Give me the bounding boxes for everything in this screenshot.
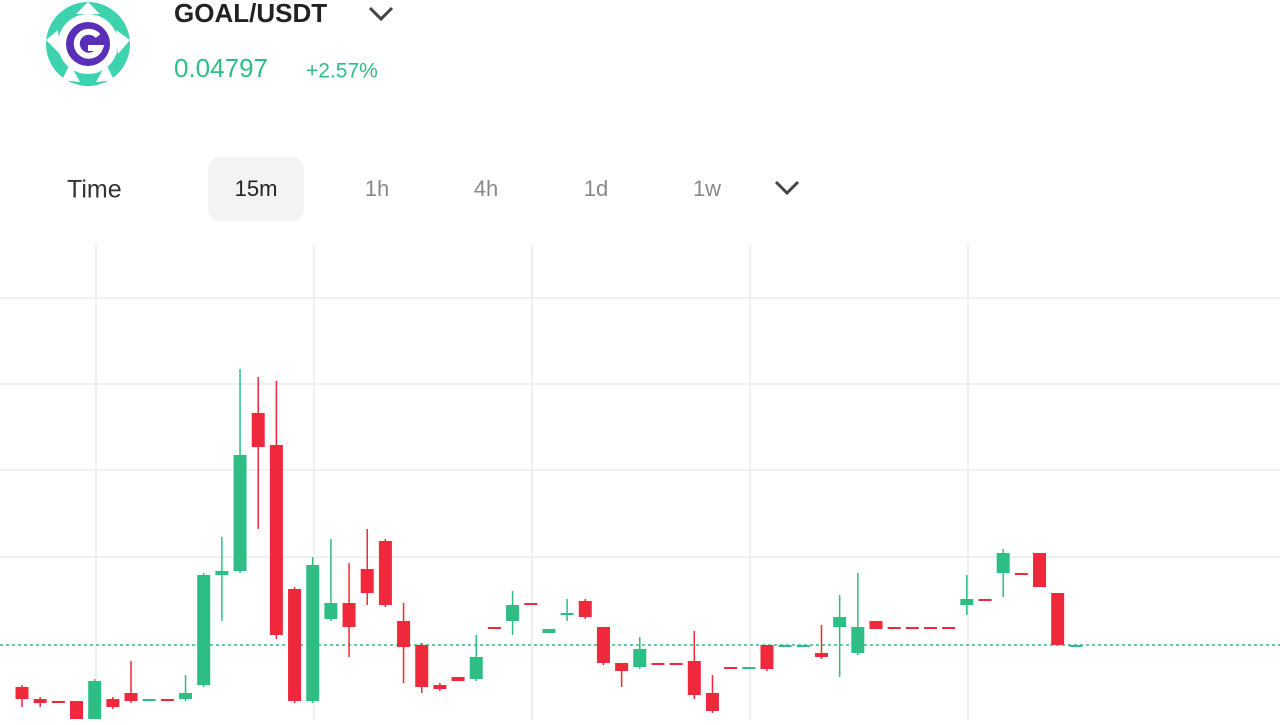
- candle-body: [415, 645, 429, 687]
- candle-body: [833, 617, 847, 627]
- candle-body: [796, 645, 810, 647]
- candle-body: [633, 649, 647, 667]
- candle-body: [851, 627, 865, 653]
- candle-body: [342, 603, 356, 627]
- candle-body: [324, 603, 338, 619]
- candle-body: [760, 645, 774, 669]
- candle-body: [306, 565, 320, 701]
- candle-body: [70, 701, 84, 719]
- candle-body: [1069, 645, 1083, 647]
- candle-body: [197, 575, 211, 685]
- candle-body: [869, 621, 883, 629]
- candle-body: [469, 657, 483, 679]
- candle-body: [233, 455, 247, 571]
- price-change: +2.57%: [306, 60, 378, 83]
- candle-body: [160, 699, 174, 701]
- candle-body: [996, 553, 1010, 573]
- candle-body: [742, 667, 756, 669]
- candle-body: [524, 603, 538, 605]
- candle-body: [1051, 593, 1065, 645]
- candle-body: [542, 629, 556, 633]
- candle-body: [88, 681, 102, 719]
- candle-body: [669, 663, 683, 665]
- candle-body: [506, 605, 520, 621]
- candle-body: [596, 627, 610, 663]
- candle-body: [924, 627, 937, 629]
- candle-body: [33, 699, 47, 703]
- time-label: Time: [67, 176, 122, 204]
- pair-dropdown[interactable]: [368, 6, 394, 22]
- candle-body: [1033, 553, 1047, 587]
- candle-body: [905, 627, 919, 629]
- candle-body: [106, 699, 120, 707]
- tab[interactable]: 1w: [693, 176, 721, 201]
- tab[interactable]: 1d: [584, 176, 608, 201]
- candle-body: [687, 661, 701, 695]
- tab[interactable]: 1h: [365, 176, 389, 201]
- candle-body: [724, 667, 738, 669]
- candle-body: [124, 693, 138, 701]
- candle-body: [397, 621, 411, 647]
- candle-body: [578, 601, 592, 617]
- logo: [46, 2, 130, 86]
- candle-body: [51, 701, 65, 703]
- candle-body: [615, 663, 629, 671]
- candle-body: [433, 685, 447, 689]
- candle-body: [451, 677, 465, 681]
- candle-body: [251, 413, 265, 447]
- candle-body: [378, 541, 392, 605]
- candle-body: [960, 599, 974, 605]
- candle-body: [179, 693, 193, 699]
- candle-body: [887, 627, 901, 629]
- pair-name[interactable]: GOAL/USDT: [174, 0, 327, 28]
- candle-body: [814, 653, 828, 657]
- candle-body: [651, 663, 665, 665]
- candle-body: [15, 687, 29, 699]
- active-tab-bg: [208, 157, 304, 221]
- candle-body: [1014, 573, 1028, 575]
- more-intervals[interactable]: [774, 180, 800, 196]
- candle-body: [360, 569, 374, 593]
- candle-body: [288, 589, 302, 701]
- candle-body: [778, 645, 792, 647]
- candle-body: [215, 571, 229, 575]
- grid: [0, 245, 1280, 720]
- candle-body: [942, 627, 956, 629]
- candle-body: [978, 599, 992, 601]
- tab[interactable]: 15m: [235, 176, 278, 201]
- candle-body: [269, 445, 283, 635]
- candle-body: [142, 699, 156, 701]
- tab[interactable]: 4h: [474, 176, 498, 201]
- candle-body: [487, 627, 501, 629]
- candle-body: [705, 693, 719, 711]
- candle-body: [560, 613, 574, 615]
- last-price: 0.04797: [174, 53, 268, 83]
